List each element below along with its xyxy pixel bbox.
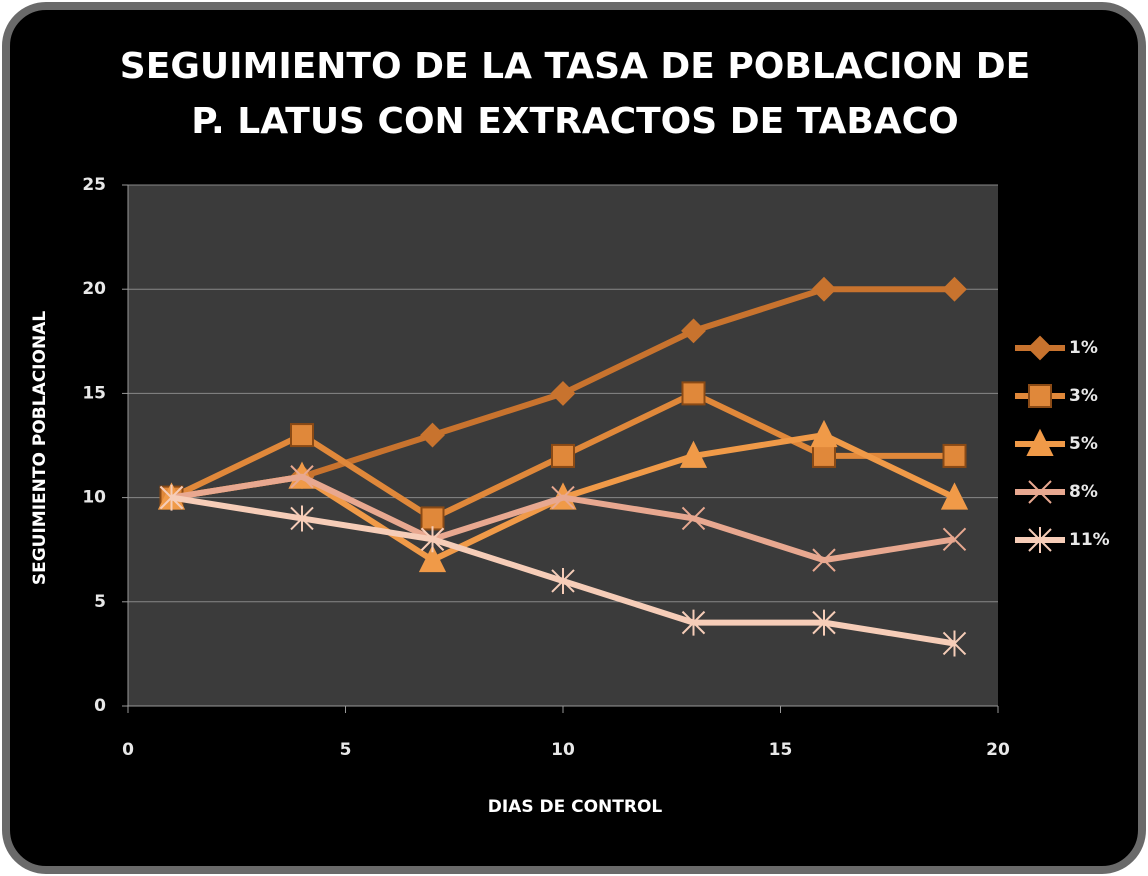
y-tick-label: 15 — [82, 383, 106, 403]
data-point — [290, 505, 314, 532]
data-point — [681, 381, 706, 406]
data-point — [942, 276, 967, 302]
data-point — [420, 526, 445, 553]
data-point — [159, 484, 184, 511]
legend-label: 3% — [1069, 386, 1098, 406]
data-point — [811, 276, 837, 302]
legend-marker — [1028, 480, 1052, 504]
legend-marker — [1027, 335, 1053, 361]
legend-label: 5% — [1069, 434, 1098, 454]
legend-marker — [1028, 384, 1052, 408]
y-tick-label: 5 — [94, 592, 106, 612]
data-point — [812, 609, 836, 636]
legend-label: 11% — [1069, 530, 1110, 550]
chart-title: SEGUIMIENTO DE LA TASA DE POBLACION DE — [120, 46, 1030, 87]
legend-label: 1% — [1069, 338, 1098, 358]
data-point — [681, 609, 706, 636]
data-point — [810, 419, 838, 448]
data-point — [551, 567, 575, 594]
data-point — [942, 443, 967, 468]
data-point — [550, 380, 576, 406]
data-point — [679, 440, 708, 468]
chart-title: P. LATUS CON EXTRACTOS DE TABACO — [191, 101, 958, 142]
x-tick-label: 10 — [551, 740, 575, 760]
y-tick-label: 20 — [82, 279, 106, 299]
data-point — [551, 443, 575, 468]
legend-label: 8% — [1069, 482, 1098, 502]
x-tick-label: 5 — [340, 740, 352, 760]
data-point — [420, 506, 445, 531]
data-point — [942, 630, 967, 657]
x-tick-label: 15 — [769, 740, 793, 760]
data-point — [681, 506, 706, 531]
data-point — [418, 544, 447, 573]
legend-marker — [1028, 527, 1052, 553]
data-point — [942, 527, 967, 551]
data-point — [812, 443, 836, 468]
x-tick-label: 20 — [986, 740, 1010, 760]
data-point — [290, 465, 314, 489]
legend-marker — [1026, 428, 1054, 456]
data-point — [290, 423, 314, 448]
data-point — [551, 485, 575, 510]
y-tick-label: 0 — [94, 696, 106, 716]
y-axis-title: SEGUIMIENTO POBLACIONAL — [30, 311, 50, 585]
y-tick-label: 25 — [82, 175, 106, 195]
data-point — [812, 548, 836, 572]
data-point — [420, 422, 445, 448]
y-tick-label: 10 — [82, 488, 106, 508]
x-axis-title: DIAS DE CONTROL — [488, 797, 663, 817]
data-point — [681, 318, 706, 344]
data-point — [940, 482, 969, 510]
x-tick-label: 0 — [122, 740, 134, 760]
